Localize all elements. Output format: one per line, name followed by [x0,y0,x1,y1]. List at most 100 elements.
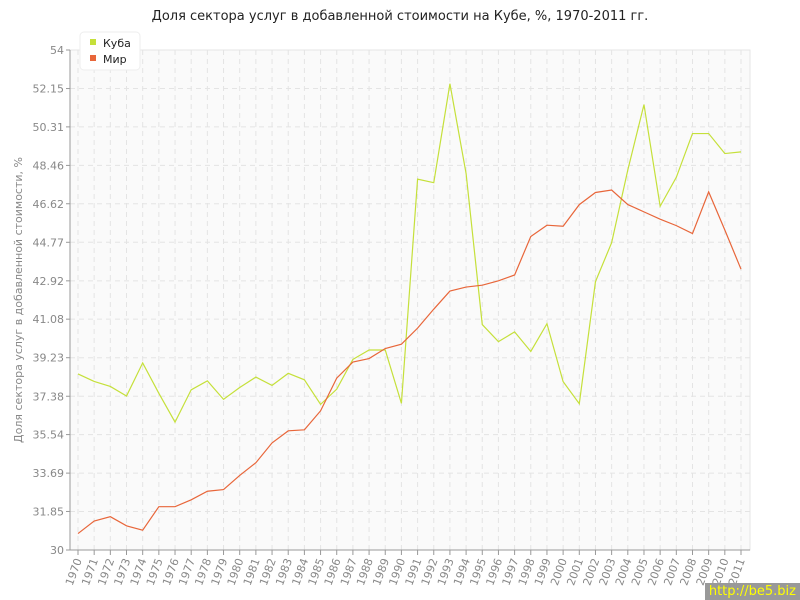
data-point [125,524,128,527]
data-point [481,323,484,326]
data-point [707,132,710,135]
data-point [740,268,743,271]
data-point [141,529,144,532]
data-point [416,327,419,330]
series-line-1 [77,189,742,535]
data-point [513,330,516,333]
data-point [335,377,338,380]
data-point [465,286,468,289]
legend-label: Куба [103,37,131,50]
data-point [351,358,354,361]
data-point [416,178,419,181]
data-point [545,322,548,325]
y-tick-label: 33.69 [33,467,65,480]
data-point [465,172,468,175]
legend-swatch [90,55,96,61]
data-point [691,232,694,235]
data-point [740,150,743,153]
data-point [562,380,565,383]
data-point [157,392,160,395]
data-point [594,191,597,194]
data-point [77,372,80,375]
data-point [141,361,144,364]
data-point [626,169,629,172]
y-tick-label: 42.92 [33,275,65,288]
y-tick-label: 48.46 [33,159,65,172]
data-point [109,515,112,518]
data-point [351,361,354,364]
data-point [125,395,128,398]
data-point [335,388,338,391]
data-point [578,402,581,405]
data-point [93,520,96,523]
data-point [254,376,257,379]
data-point [222,398,225,401]
data-point [206,490,209,493]
y-tick-label: 35.54 [33,429,65,442]
data-point [659,205,662,208]
data-point [497,340,500,343]
legend: Куба Мир [79,31,141,71]
data-point [723,229,726,232]
y-tick-label: 52.15 [33,83,65,96]
data-point [675,176,678,179]
data-point [448,290,451,293]
series-line-0 [77,83,742,424]
data-point [659,218,662,221]
data-point [545,224,548,227]
legend-swatch [90,39,96,45]
data-point [190,498,193,501]
y-tick-label: 41.08 [33,313,65,326]
data-point [271,384,274,387]
data-point [271,441,274,444]
data-point [368,357,371,360]
data-point [174,421,177,424]
data-point [432,181,435,184]
data-point [319,403,322,406]
data-point [109,385,112,388]
data-point [303,428,306,431]
watermark[interactable]: http://be5.biz [704,583,800,600]
data-point [157,505,160,508]
data-point [481,284,484,287]
data-point [77,532,80,535]
data-point [513,274,516,277]
data-point [222,488,225,491]
y-axis-label: Доля сектора услуг в добавленной стоимос… [12,157,25,443]
data-point [319,409,322,412]
data-point [303,378,306,381]
data-point [400,343,403,346]
y-tick-label: 50.31 [33,121,65,134]
data-point [238,474,241,477]
y-tick-label: 39.23 [33,352,65,365]
data-point [562,225,565,228]
data-point [400,402,403,405]
data-point [529,235,532,238]
data-point [206,379,209,382]
y-tick-label: 30 [50,544,64,557]
data-point [642,103,645,106]
data-point [594,280,597,283]
data-point [432,308,435,311]
chart-title: Доля сектора услуг в добавленной стоимос… [151,9,649,24]
data-point [174,505,177,508]
data-point [642,210,645,213]
y-tick-label: 46.62 [33,198,65,211]
data-point [384,347,387,350]
data-point [723,152,726,155]
data-point [626,203,629,206]
data-point [254,461,257,464]
data-point [368,349,371,352]
data-point [287,429,290,432]
data-point [287,372,290,375]
data-point [238,386,241,389]
data-point [448,82,451,85]
data-point [675,224,678,227]
data-point [691,132,694,135]
plot-area [69,49,751,551]
data-point [497,279,500,282]
y-tick-label: 31.85 [33,505,65,518]
data-point [610,241,613,244]
data-point [93,380,96,383]
